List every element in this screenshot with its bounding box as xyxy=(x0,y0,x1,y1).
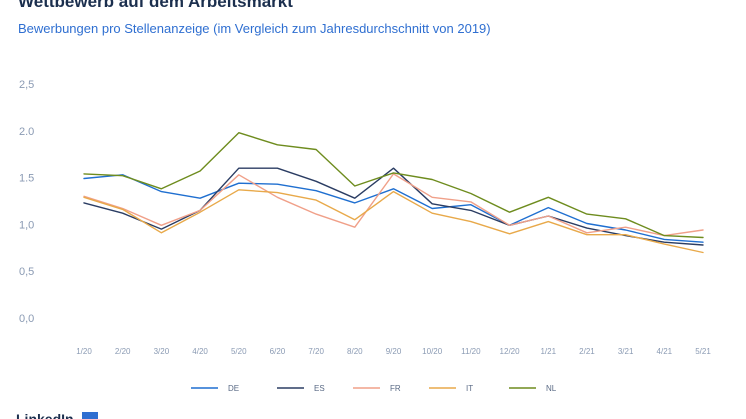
legend-label-it: IT xyxy=(466,384,473,393)
brand-logo-box xyxy=(82,412,98,419)
x-tick-label: 3/20 xyxy=(154,347,170,356)
series-line-de xyxy=(83,174,704,243)
x-tick-label: 4/20 xyxy=(192,347,208,356)
x-tick-label: 8/20 xyxy=(347,347,363,356)
y-tick-label: 0,5 xyxy=(19,266,34,278)
x-tick-label: 6/20 xyxy=(270,347,286,356)
brand-logo-text: LinkedIn xyxy=(16,411,74,419)
x-tick-label: 1/21 xyxy=(540,347,556,356)
y-tick-label: 1.5 xyxy=(19,173,34,185)
x-tick-label: 5/21 xyxy=(695,347,711,356)
chart-title: Wettbewerb auf dem Arbeitsmarkt xyxy=(18,0,293,11)
x-tick-label: 5/20 xyxy=(231,347,247,356)
x-tick-label: 2/21 xyxy=(579,347,595,356)
y-tick-label: 1,0 xyxy=(19,219,34,231)
x-tick-label: 9/20 xyxy=(386,347,402,356)
chart-subtitle: Bewerbungen pro Stellenanzeige (im Vergl… xyxy=(18,21,491,36)
legend-label-es: ES xyxy=(314,384,325,393)
x-tick-label: 10/20 xyxy=(422,347,443,356)
x-tick-label: 12/20 xyxy=(500,347,521,356)
series-line-es xyxy=(83,167,704,246)
series-line-fr xyxy=(83,173,704,237)
y-tick-label: 0,0 xyxy=(19,313,34,325)
brand-logo: LinkedIn xyxy=(0,409,110,419)
x-tick-label: 4/21 xyxy=(657,347,673,356)
y-tick-label: 2.0 xyxy=(19,126,34,138)
x-tick-label: 1/20 xyxy=(76,347,92,356)
series-line-it xyxy=(83,189,704,254)
x-tick-label: 3/21 xyxy=(618,347,634,356)
legend-label-fr: FR xyxy=(390,384,401,393)
x-tick-label: 11/20 xyxy=(461,347,481,356)
x-tick-label: 2/20 xyxy=(115,347,131,356)
y-tick-label: 2,5 xyxy=(19,79,34,91)
series-line-nl xyxy=(83,131,704,239)
legend-label-nl: NL xyxy=(546,384,557,393)
x-tick-label: 7/20 xyxy=(308,347,324,356)
legend-label-de: DE xyxy=(228,384,239,393)
